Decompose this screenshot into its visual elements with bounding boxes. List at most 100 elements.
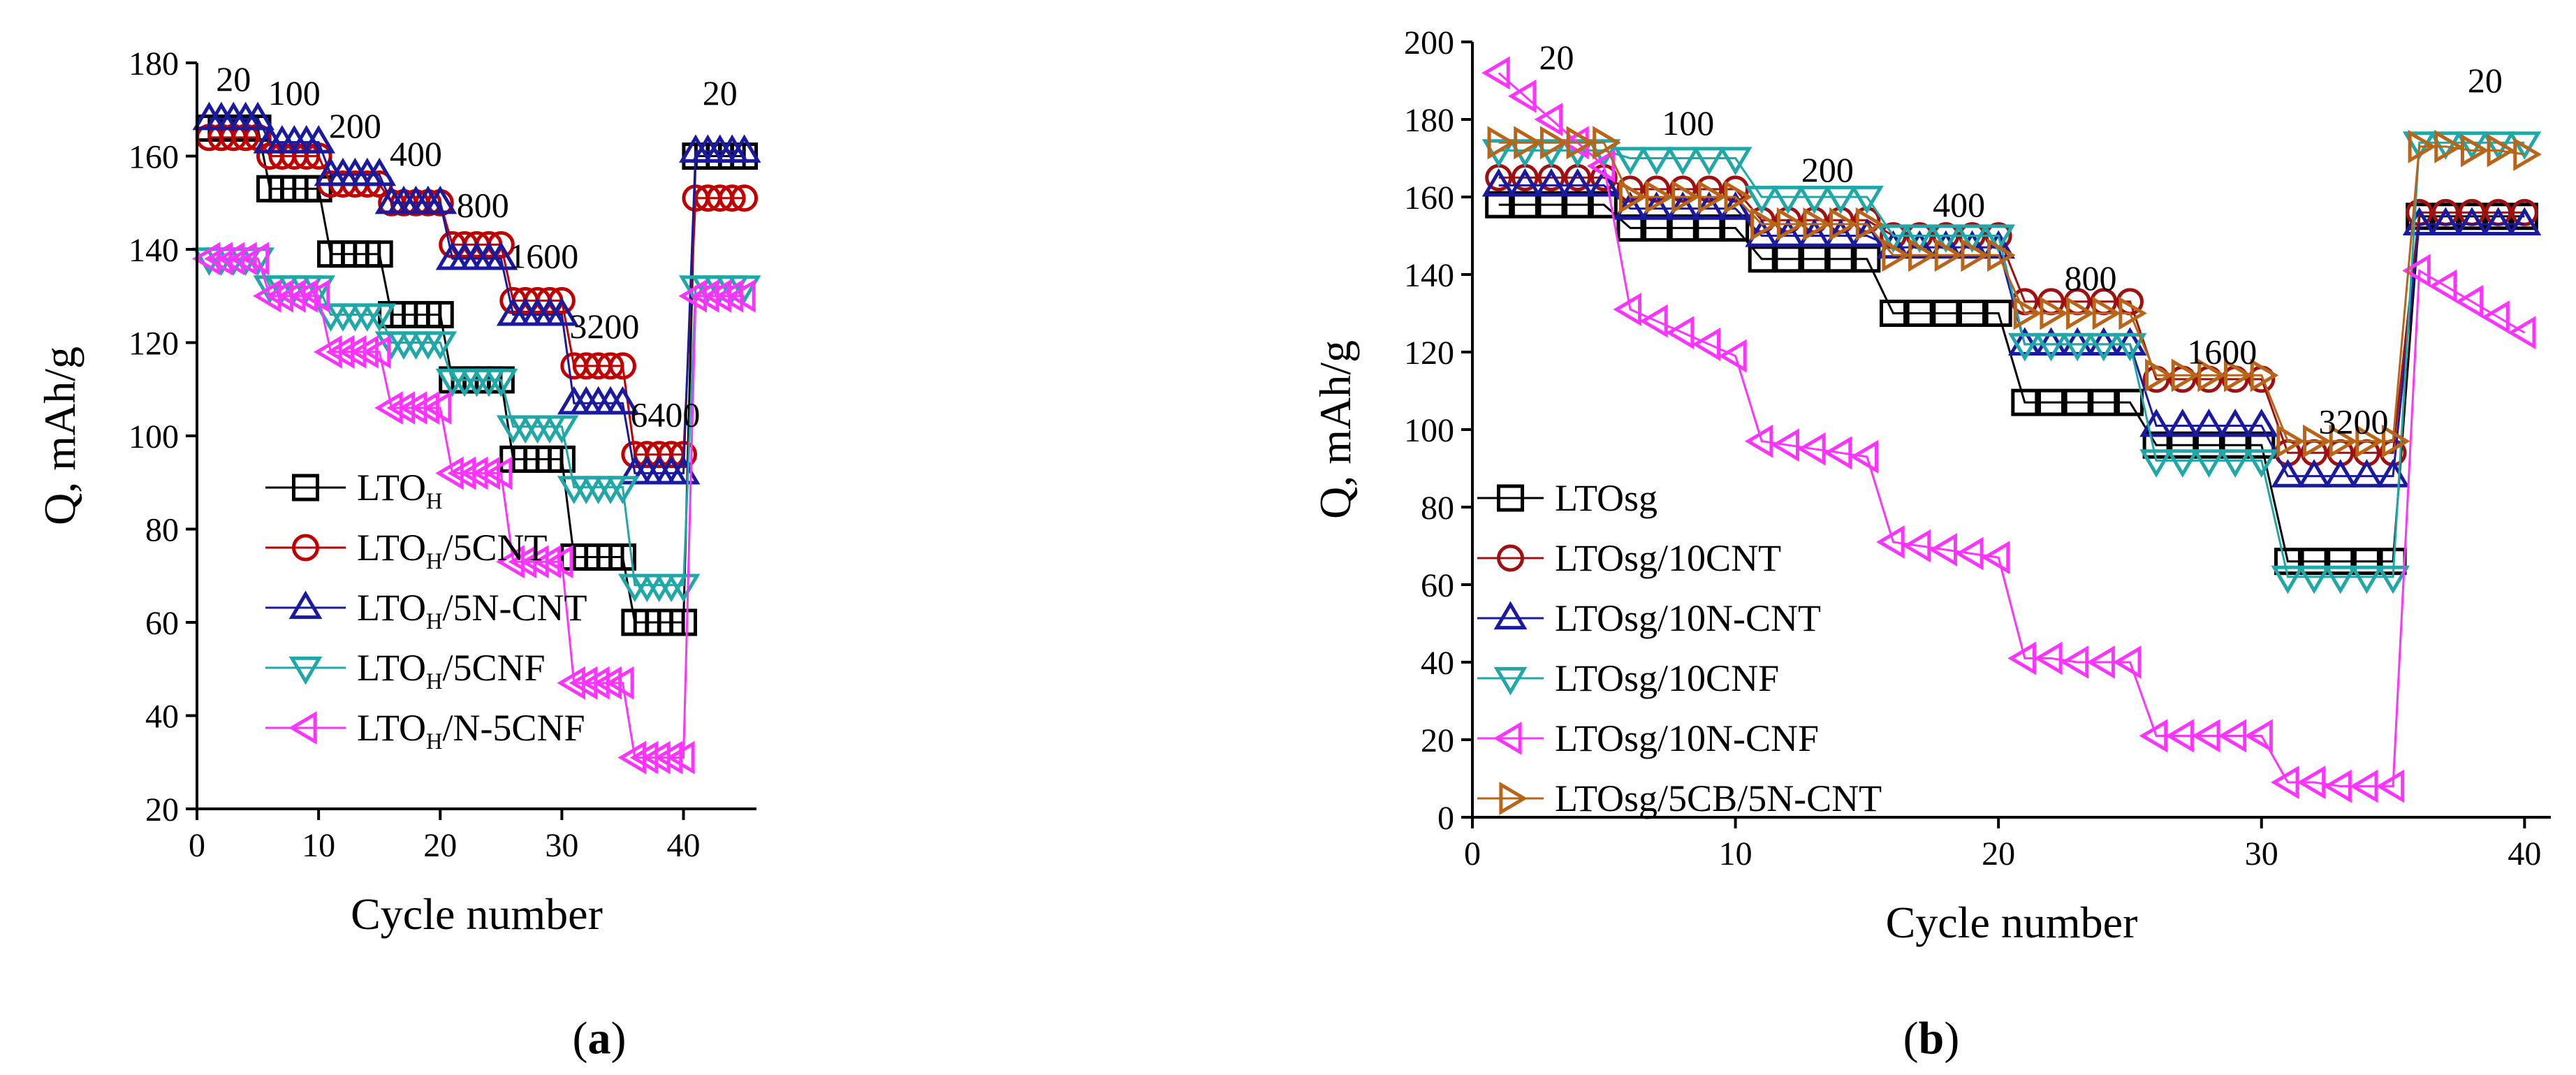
rate-label: 1600 [2187, 332, 2257, 372]
data-point [2139, 449, 2174, 478]
legend-item: LTOH/N-5CNF [265, 707, 585, 754]
legend-name: LTO [357, 527, 426, 569]
panel-label-letter: b [1919, 1013, 1945, 1064]
rate-label: 400 [1933, 185, 1985, 224]
rate-label: 100 [268, 73, 321, 112]
data-point [471, 456, 501, 490]
data-point [1929, 230, 1963, 259]
data-point [2007, 332, 2042, 362]
legend-marker [288, 711, 317, 745]
y-tick-label: 0 [1437, 800, 1454, 837]
data-point [2434, 129, 2463, 163]
data-point [2013, 296, 2042, 330]
data-point [1955, 536, 1984, 571]
data-point [2112, 645, 2142, 679]
data-point [715, 279, 744, 313]
legend-marker [288, 656, 323, 685]
data-point [2034, 327, 2068, 356]
legend-marker [1493, 722, 1522, 755]
data-point [1776, 207, 1806, 241]
data-point [1485, 191, 1513, 219]
legend-name: LTOsg/5CB/5N-CNT [1555, 777, 1882, 819]
legend-suffix: /5CNT [442, 527, 547, 569]
data-point [1671, 180, 1700, 214]
x-tick-label: 40 [2508, 835, 2541, 872]
data-point [1508, 139, 1542, 168]
data-point [1987, 238, 2016, 272]
legend-name: LTO [357, 647, 426, 689]
rate-label: 1600 [508, 237, 578, 276]
panel-label-open: ( [1903, 1013, 1919, 1064]
data-point [1566, 126, 1595, 160]
data-point [1697, 180, 1727, 214]
legend-item: LTOsg/10CNT [1477, 537, 1781, 579]
y-tick-label: 100 [1404, 412, 1454, 449]
data-point [1959, 300, 1986, 327]
data-point [666, 573, 701, 603]
data-point [1643, 214, 1671, 242]
data-point [1665, 316, 1695, 350]
data-point [2061, 332, 2095, 362]
data-point [302, 275, 336, 304]
panel-label-close: ) [611, 1013, 627, 1064]
data-point [1745, 185, 1779, 214]
x-tick-label: 20 [423, 827, 457, 864]
data-point [2402, 131, 2436, 160]
data-point [1539, 126, 1569, 160]
data-point [1745, 219, 1779, 247]
rate-label: 200 [329, 106, 381, 145]
legend-label: LTOH/5N-CNT [357, 587, 587, 634]
data-point [2063, 388, 2091, 416]
data-point [1982, 224, 2016, 253]
series-4 [191, 242, 756, 775]
data-point [2037, 388, 2065, 416]
data-point [1718, 147, 1752, 175]
data-point [2329, 424, 2358, 458]
data-point [423, 185, 458, 214]
data-point [2171, 358, 2200, 393]
legend-name: LTO [357, 587, 426, 629]
data-point [2513, 138, 2542, 171]
data-point [1876, 230, 1910, 259]
data-point [1855, 207, 1885, 241]
legend-label: LTOH [357, 467, 442, 514]
data-point [363, 303, 397, 332]
legend-label: LTOsg [1555, 477, 1657, 519]
data-point [532, 545, 562, 579]
legend-name: LTOsg/10CNF [1555, 657, 1779, 699]
data-point [2244, 408, 2278, 437]
rate-label: 3200 [2319, 402, 2389, 441]
legend-marker [292, 474, 319, 502]
data-point [2244, 719, 2273, 753]
panel-label-close: ) [1944, 1013, 1959, 1064]
data-point [1981, 541, 2010, 575]
rate-label: 800 [2064, 258, 2116, 298]
legend-suffix: /N-5CNF [442, 707, 585, 749]
legend-name: LTO [357, 707, 426, 749]
data-point [1853, 245, 1881, 273]
y-tick-label: 160 [1404, 180, 1454, 217]
legend-name: LTOsg/10CNT [1555, 537, 1781, 579]
panel-label-letter: a [588, 1013, 611, 1064]
data-point [228, 242, 257, 276]
y-tick-label: 120 [1404, 335, 1454, 372]
data-point [2034, 641, 2063, 675]
data-point [2350, 459, 2384, 488]
data-point [2297, 766, 2326, 799]
data-point [1613, 293, 1642, 326]
y-tick-label: 60 [145, 605, 179, 642]
data-point [1771, 428, 1800, 462]
data-point [1695, 214, 1723, 242]
rate-label: 3200 [569, 307, 639, 346]
legend-item: LTOH/5CNT [265, 527, 547, 574]
data-point [2355, 424, 2384, 458]
data-point [1666, 147, 1700, 175]
legend-marker [1497, 484, 1524, 512]
data-point [2302, 424, 2332, 458]
legend-subscript: H [426, 489, 442, 514]
data-point [605, 666, 634, 700]
data-point [666, 740, 695, 775]
data-point [1850, 185, 1884, 214]
data-point [1961, 238, 1989, 272]
data-point [597, 352, 624, 380]
